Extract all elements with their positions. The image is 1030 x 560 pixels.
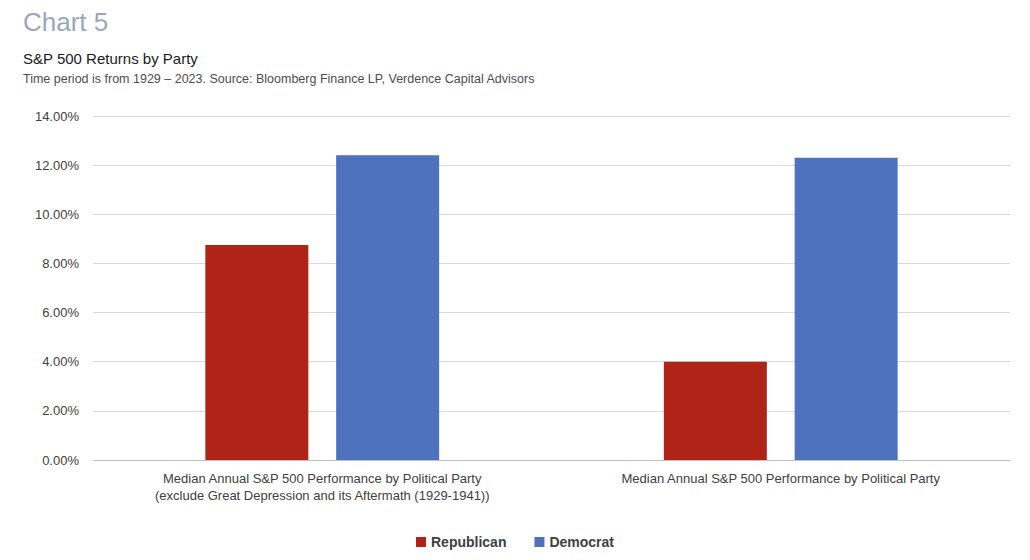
- svg-text:Time period is from 1929 – 202: Time period is from 1929 – 2023. Source:…: [23, 72, 534, 86]
- svg-text:10.00%: 10.00%: [35, 207, 80, 222]
- svg-text:2.00%: 2.00%: [42, 403, 79, 418]
- svg-text:(exclude Great Depression and: (exclude Great Depression and its Afterm…: [155, 488, 490, 503]
- svg-text:S&P 500 Returns by Party: S&P 500 Returns by Party: [23, 50, 198, 67]
- svg-text:0.00%: 0.00%: [42, 453, 79, 468]
- svg-text:14.00%: 14.00%: [35, 109, 80, 124]
- svg-text:8.00%: 8.00%: [42, 256, 79, 271]
- svg-text:6.00%: 6.00%: [42, 305, 79, 320]
- svg-text:Median Annual S&P 500 Performa: Median Annual S&P 500 Performance by Pol…: [622, 471, 941, 486]
- svg-text:Democrat: Democrat: [549, 534, 614, 550]
- svg-text:Median Annual S&P 500 Performa: Median Annual S&P 500 Performance by Pol…: [163, 471, 482, 486]
- svg-text:12.00%: 12.00%: [35, 158, 80, 173]
- svg-text:Republican: Republican: [431, 534, 506, 550]
- svg-text:Chart 5: Chart 5: [23, 7, 108, 37]
- svg-text:4.00%: 4.00%: [42, 354, 79, 369]
